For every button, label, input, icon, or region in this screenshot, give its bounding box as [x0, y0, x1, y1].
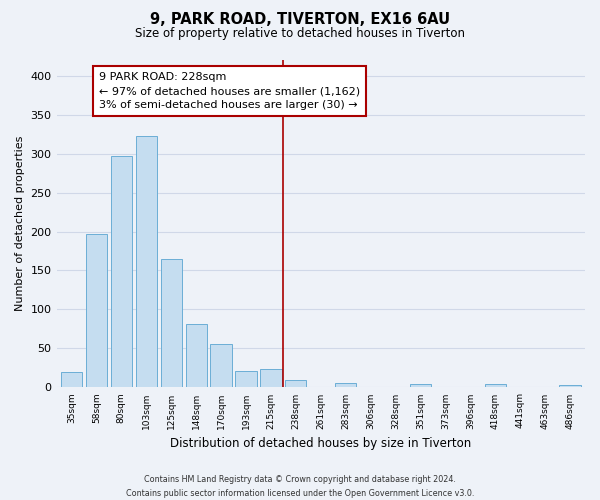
Bar [410, 384, 431, 388]
Bar [335, 383, 356, 388]
Y-axis label: Number of detached properties: Number of detached properties [15, 136, 25, 312]
Bar [485, 384, 506, 388]
Bar [235, 371, 257, 388]
X-axis label: Distribution of detached houses by size in Tiverton: Distribution of detached houses by size … [170, 437, 472, 450]
Bar [260, 368, 281, 388]
Bar [185, 324, 207, 388]
Bar [559, 385, 581, 388]
Bar [211, 344, 232, 388]
Bar [86, 234, 107, 388]
Bar [161, 259, 182, 388]
Text: 9 PARK ROAD: 228sqm
← 97% of detached houses are smaller (1,162)
3% of semi-deta: 9 PARK ROAD: 228sqm ← 97% of detached ho… [99, 72, 360, 110]
Bar [136, 136, 157, 388]
Bar [111, 156, 132, 388]
Text: Contains HM Land Registry data © Crown copyright and database right 2024.
Contai: Contains HM Land Registry data © Crown c… [126, 476, 474, 498]
Text: 9, PARK ROAD, TIVERTON, EX16 6AU: 9, PARK ROAD, TIVERTON, EX16 6AU [150, 12, 450, 28]
Text: Size of property relative to detached houses in Tiverton: Size of property relative to detached ho… [135, 28, 465, 40]
Bar [285, 380, 307, 388]
Bar [61, 372, 82, 388]
